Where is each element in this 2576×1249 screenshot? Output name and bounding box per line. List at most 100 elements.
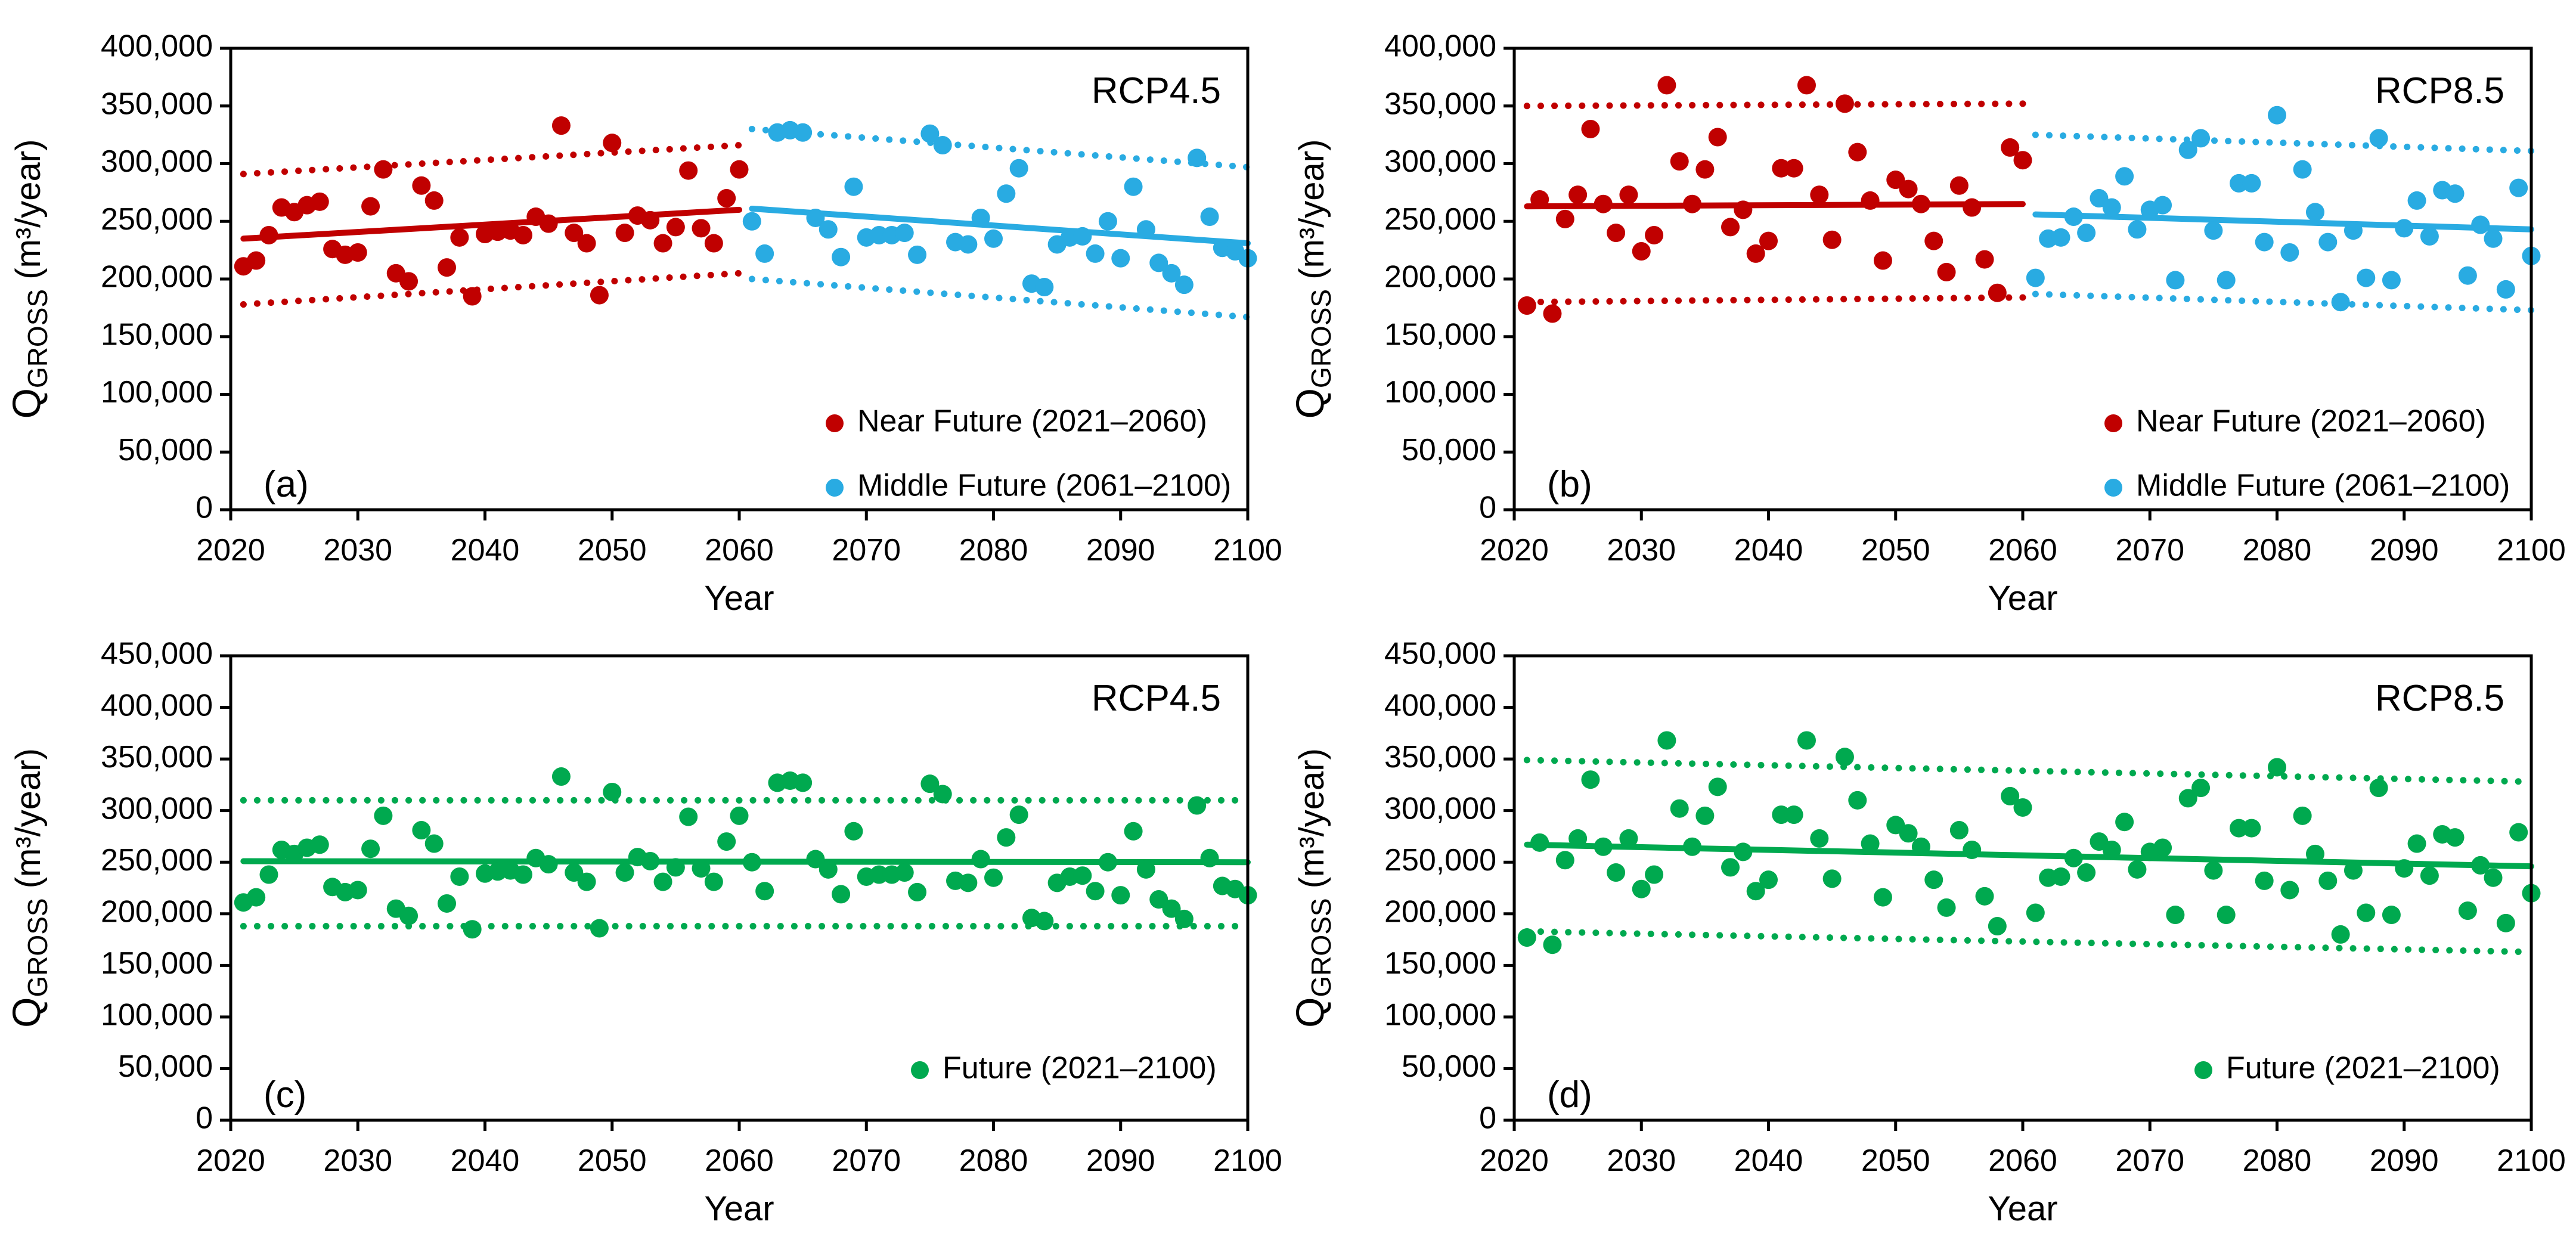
data-point <box>1784 805 1803 825</box>
data-point <box>603 134 622 153</box>
data-point <box>1822 869 1842 888</box>
legend-label: Near Future (2021–2060) <box>857 404 1207 439</box>
data-point <box>1200 848 1219 867</box>
data-point <box>2471 856 2490 875</box>
legend-marker-future <box>911 1061 929 1079</box>
data-point <box>513 225 532 244</box>
data-point <box>692 219 711 238</box>
data-point <box>247 888 266 907</box>
data-point <box>1670 799 1689 818</box>
data-point <box>704 872 723 891</box>
data-point <box>730 806 749 825</box>
data-point <box>2420 227 2439 246</box>
data-point <box>1124 822 1143 841</box>
data-point <box>2382 271 2401 290</box>
data-point <box>1937 262 1956 281</box>
data-point <box>2343 221 2363 240</box>
y-axis: 0 50,000 100,000 150,000 200,000 250,000 300,0… <box>1384 637 1514 1136</box>
x-tick-label: 2100 <box>2497 1143 2566 1178</box>
data-point <box>450 867 469 886</box>
data-point <box>551 767 571 786</box>
data-point <box>1988 917 2007 936</box>
data-point <box>424 191 444 210</box>
data-point <box>2051 867 2070 886</box>
y-tick-label: 0 <box>1479 1101 1496 1136</box>
y-tick-label: 250,000 <box>101 202 213 237</box>
x-axis: 2020 2030 2040 2050 2060 2070 2080 2090 2100 <box>1480 510 2566 568</box>
data-point <box>1188 148 1207 168</box>
data-point <box>1188 796 1207 815</box>
x-tick-label: 2040 <box>451 1143 520 1178</box>
data-point <box>1111 249 1130 268</box>
data-point <box>755 882 774 901</box>
data-point <box>412 176 431 195</box>
y-tick-label: 350,000 <box>101 86 213 121</box>
future85-upper-band <box>1523 757 2535 785</box>
data-point <box>704 234 723 253</box>
x-tick-label: 2090 <box>1086 1143 1155 1178</box>
data-point <box>1911 194 1930 213</box>
data-point <box>1746 882 1765 901</box>
data-point <box>1963 198 1982 217</box>
y-tick-label: 300,000 <box>1384 791 1496 826</box>
data-point <box>1581 770 1600 789</box>
panel-c-points-rcp45_near <box>234 767 749 939</box>
x-tick-label: 2080 <box>2243 1143 2312 1178</box>
data-point <box>641 851 660 870</box>
data-point <box>424 834 444 853</box>
data-point <box>1086 244 1105 263</box>
data-point <box>1695 160 1715 179</box>
data-point <box>1530 190 1549 209</box>
panel-a: 0 50,000 100,000 150,000 200,000 250,000 300,0… <box>4 29 1282 618</box>
y-tick-label: 150,000 <box>1384 317 1496 352</box>
x-tick-label: 2020 <box>196 1143 265 1178</box>
data-point <box>1543 935 1562 954</box>
data-point <box>1734 842 1753 861</box>
y-tick-label: 400,000 <box>1384 688 1496 723</box>
data-point <box>2204 861 2223 880</box>
data-point <box>1162 899 1181 918</box>
data-point <box>742 853 761 872</box>
data-point <box>844 822 863 841</box>
y-tick-label: 100,000 <box>1384 998 1496 1033</box>
data-point <box>438 258 457 277</box>
data-point <box>2484 868 2503 887</box>
data-point <box>2128 860 2147 879</box>
x-tick-label: 2100 <box>1213 533 1282 568</box>
data-point <box>730 160 749 179</box>
data-point <box>1721 218 1740 237</box>
legend-marker-middle_future <box>2104 479 2122 497</box>
data-point <box>2395 219 2414 238</box>
data-point <box>2051 228 2070 247</box>
data-point <box>2407 834 2426 853</box>
y-tick-label: 300,000 <box>101 144 213 179</box>
data-point <box>2115 167 2134 186</box>
panel-d-legend: Future (2021–2100) <box>2194 1051 2500 1086</box>
y-tick-label: 350,000 <box>1384 740 1496 774</box>
data-point <box>2509 823 2528 842</box>
x-tick-label: 2030 <box>323 1143 392 1178</box>
y-tick-label: 450,000 <box>101 637 213 671</box>
y-tick-label: 150,000 <box>101 946 213 981</box>
data-point <box>2001 138 2020 157</box>
data-point <box>1200 207 1219 227</box>
data-point <box>438 894 457 913</box>
data-point <box>463 920 482 939</box>
x-tick-label: 2070 <box>2115 1143 2184 1178</box>
data-point <box>2242 819 2261 838</box>
data-point <box>1835 94 1854 113</box>
data-point <box>2204 221 2223 240</box>
data-point <box>603 783 622 802</box>
y-tick-label: 250,000 <box>1384 202 1496 237</box>
x-axis: 2020 2030 2040 2050 2060 2070 2080 2090 2100 <box>196 510 1282 568</box>
rcp-scenario-label: RCP8.5 <box>2375 70 2504 111</box>
data-point <box>870 865 889 884</box>
data-point <box>1746 244 1765 263</box>
y-tick-label: 350,000 <box>101 740 213 774</box>
data-point <box>310 192 329 211</box>
legend-marker-future <box>2194 1061 2212 1079</box>
data-point <box>361 197 380 216</box>
data-point <box>895 863 914 882</box>
data-point <box>1607 863 1626 882</box>
